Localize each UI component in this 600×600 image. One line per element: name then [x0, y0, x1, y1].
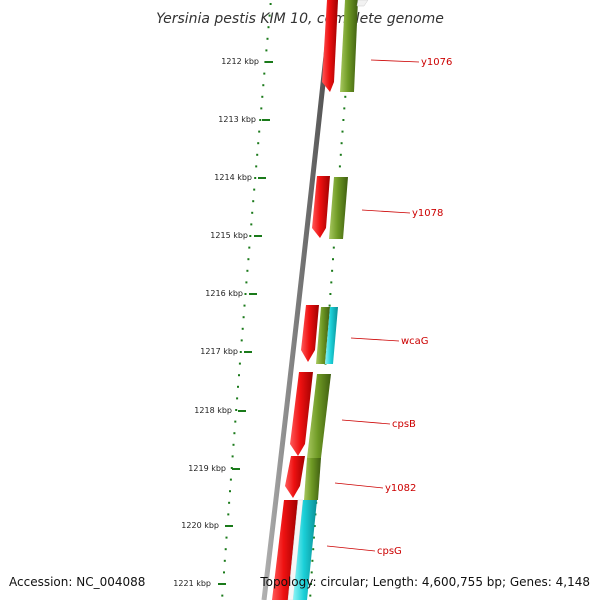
kbp-mark-1219: 1219 kbp	[188, 464, 240, 473]
map-title: Yersinia pestis KIM 10, complete genome	[156, 11, 444, 27]
gene-arrow-reverse[interactable]	[322, 0, 338, 92]
kbp-mark-1216: 1216 kbp	[205, 289, 257, 298]
inner-tick-ruler	[221, 3, 272, 597]
kbp-label: 1217 kbp	[200, 347, 238, 356]
gene-arrow-forward[interactable]	[304, 458, 321, 500]
kbp-label: 1216 kbp	[205, 289, 243, 298]
kbp-label: 1214 kbp	[214, 173, 252, 182]
kbp-label: 1213 kbp	[218, 115, 256, 124]
accession-text: Accession: NC_004088	[9, 575, 145, 589]
kbp-mark-1220: 1220 kbp	[181, 521, 233, 530]
gene-arrow-forward[interactable]	[307, 374, 331, 458]
gene-label-y1078[interactable]: y1078	[412, 208, 443, 219]
gene-arrow-forward[interactable]	[316, 307, 330, 364]
gene-label-y1076[interactable]: y1076	[421, 57, 452, 68]
gene-arrow-cyan[interactable]	[293, 500, 317, 600]
gene-arrow-reverse[interactable]	[312, 176, 330, 238]
kbp-mark-1221: 1221 kbp	[173, 579, 226, 588]
kbp-mark-1215: 1215 kbp	[210, 231, 262, 240]
kbp-label: 1218 kbp	[194, 406, 232, 415]
kbp-label: 1212 kbp	[221, 57, 259, 66]
label-leaders	[326, 59, 420, 552]
kbp-label: 1219 kbp	[188, 464, 226, 473]
topology-text: Topology: circular; Length: 4,600,755 bp…	[259, 575, 590, 589]
gene-arrow-forward[interactable]	[329, 177, 348, 239]
gene-label-cpsG[interactable]: cpsG	[377, 546, 402, 557]
kbp-label: 1215 kbp	[210, 231, 248, 240]
kbp-scale: 1212 kbp 1213 kbp 1214 kbp 1215 kbp 1216…	[173, 57, 273, 588]
gene-arrow-reverse[interactable]	[290, 372, 313, 456]
kbp-mark-1214: 1214 kbp	[214, 173, 266, 182]
gene-arrow-forward[interactable]	[340, 0, 358, 92]
kbp-mark-1212: 1212 kbp	[221, 57, 273, 66]
gene-arrow-cyan[interactable]	[325, 307, 338, 364]
kbp-mark-1218: 1218 kbp	[194, 406, 246, 415]
genome-backbone	[261, 0, 335, 600]
kbp-mark-1213: 1213 kbp	[218, 115, 270, 124]
gene-arrow-reverse[interactable]	[285, 456, 305, 498]
gene-arrow-white	[356, 0, 369, 7]
gene-label-y1082[interactable]: y1082	[385, 483, 416, 494]
gene-label-wcaG[interactable]: wcaG	[401, 336, 429, 347]
gene-label-cpsB[interactable]: cpsB	[392, 419, 416, 430]
gene-arrow-reverse[interactable]	[272, 500, 298, 600]
gene-arrow-reverse[interactable]	[301, 305, 319, 362]
kbp-label: 1220 kbp	[181, 521, 219, 530]
kbp-label: 1221 kbp	[173, 579, 211, 588]
gene-labels: y1076 y1078 wcaG cpsB y1082 cpsG	[377, 57, 452, 557]
gene-arrow-white	[287, 499, 304, 600]
kbp-mark-1217: 1217 kbp	[200, 347, 252, 356]
gene-track	[272, 0, 369, 600]
